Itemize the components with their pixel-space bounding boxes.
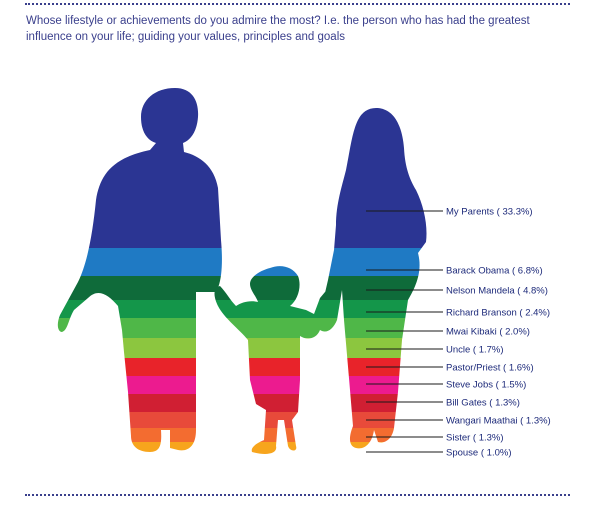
band-barack-obama: [57, 248, 427, 276]
band-my-parents: [57, 88, 427, 248]
label-my-parents: My Parents ( 33.3%): [446, 207, 533, 218]
top-dotted-divider: [25, 3, 570, 5]
band-uncle: [57, 338, 427, 358]
rainbow-bands-group: [57, 88, 427, 454]
callout-lines-group: [366, 210, 443, 453]
band-mwai-kibaki: [57, 318, 427, 338]
label-spouse: Spouse ( 1.0%): [446, 448, 511, 459]
label-uncle: Uncle ( 1.7%): [446, 345, 504, 356]
band-bill-gates: [57, 394, 427, 412]
band-spouse: [57, 442, 427, 454]
question-text: Whose lifestyle or achievements do you a…: [26, 15, 530, 43]
band-richard-branson: [57, 300, 427, 318]
label-nelson-mandela: Nelson Mandela ( 4.8%): [446, 286, 548, 297]
legend-labels-group: My Parents ( 33.3%) Barack Obama ( 6.8%) N…: [446, 207, 551, 459]
label-bill-gates: Bill Gates ( 1.3%): [446, 398, 520, 409]
band-nelson-mandela: [57, 276, 427, 300]
label-steve-jobs: Steve Jobs ( 1.5%): [446, 380, 526, 391]
label-barack-obama: Barack Obama ( 6.8%): [446, 266, 543, 277]
label-mwai-kibaki: Mwai Kibaki ( 2.0%): [446, 327, 530, 338]
label-richard-branson: Richard Branson ( 2.4%): [446, 308, 550, 319]
band-steve-jobs: [57, 376, 427, 394]
label-sister: Sister ( 1.3%): [446, 433, 504, 444]
label-wangari-maathai: Wangari Maathai ( 1.3%): [446, 416, 551, 427]
band-sister: [57, 428, 427, 442]
bottom-dotted-divider: [25, 494, 570, 496]
label-pastor-priest: Pastor/Priest ( 1.6%): [446, 363, 534, 374]
